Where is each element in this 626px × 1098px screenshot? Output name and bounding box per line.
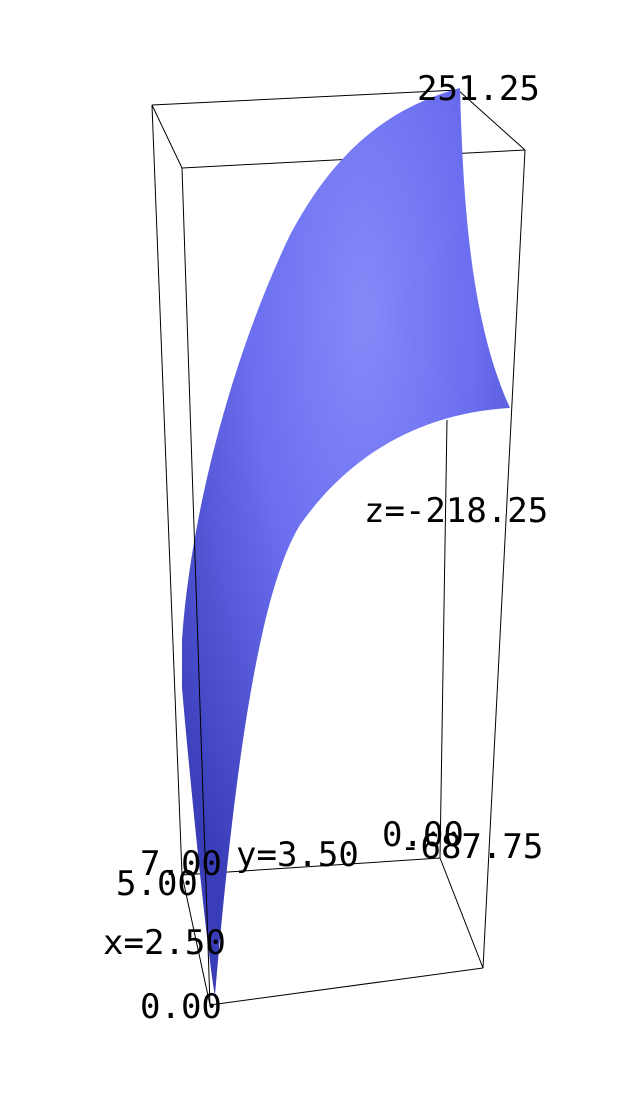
y-max-tick: 7.00 [140, 844, 222, 884]
y-axis-label: y=3.50 [236, 835, 359, 875]
x-axis-label: x=2.50 [103, 923, 226, 963]
z-axis-label: z=-218.25 [364, 491, 548, 531]
box-edge [151, 104, 183, 169]
z-max-tick: 251.25 [417, 69, 540, 109]
box-edge [151, 89, 459, 106]
box-edge [457, 89, 526, 151]
box-edge [482, 149, 526, 969]
x-max-tick: 5.00 [116, 864, 198, 904]
box-edge [181, 167, 211, 1006]
y-min-tick: 0.00 [382, 815, 464, 855]
surface [182, 88, 510, 995]
box-edge [209, 967, 484, 1006]
z-min-tick: -687.75 [400, 827, 543, 867]
box-edge [151, 104, 183, 876]
box-edge [439, 857, 484, 969]
x-min-tick: 0.00 [140, 987, 222, 1027]
box-edge [439, 419, 448, 859]
box-edge [181, 874, 211, 1006]
bounding-box-front [181, 149, 526, 1006]
